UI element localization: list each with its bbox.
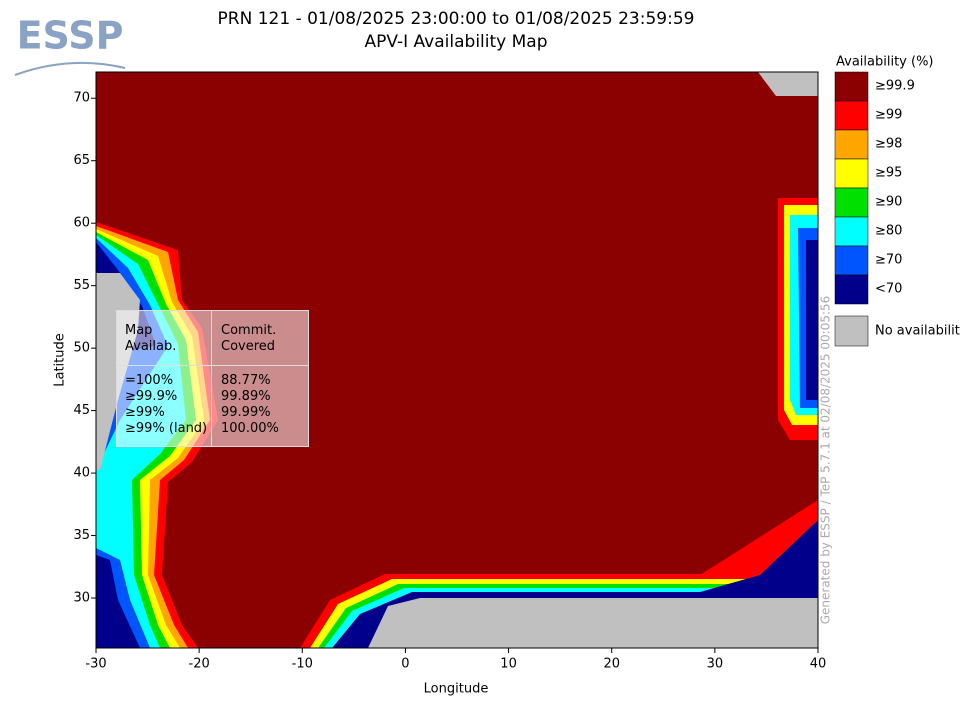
x-tick-label: 0 bbox=[401, 657, 409, 672]
y-tick-label: 55 bbox=[73, 278, 90, 293]
legend-swatch bbox=[834, 274, 869, 305]
subtitle: APV-I Availability Map bbox=[364, 32, 547, 52]
x-tick-label: 20 bbox=[603, 657, 620, 672]
table-cell: 88.77% bbox=[221, 373, 271, 388]
divider bbox=[211, 311, 212, 446]
logo-swoosh bbox=[14, 61, 126, 76]
legend-label: ≥99.9 bbox=[875, 79, 915, 94]
table-cell: ≥99% (land) bbox=[125, 421, 208, 436]
band bbox=[96, 555, 140, 648]
legend-label: ≥98 bbox=[875, 137, 902, 152]
legend-swatch bbox=[834, 100, 869, 131]
legend-label: <70 bbox=[875, 282, 902, 297]
legend-swatch bbox=[834, 71, 869, 102]
legend-label: ≥95 bbox=[875, 166, 902, 181]
y-tick-label: 60 bbox=[73, 216, 90, 231]
table-cell: ≥99% bbox=[125, 405, 165, 420]
legend-swatch bbox=[834, 245, 869, 276]
x-tick-label: -20 bbox=[189, 657, 210, 672]
x-tick-label: -30 bbox=[85, 657, 106, 672]
footer: Generated by ESSP / TeP 5.7.1 at 02/08/2… bbox=[819, 296, 833, 625]
y-tick-label: 30 bbox=[73, 591, 90, 606]
map-frame bbox=[95, 71, 819, 649]
x-tick-label: -10 bbox=[292, 657, 313, 672]
legend-swatch bbox=[834, 129, 869, 160]
legend-label: ≥70 bbox=[875, 253, 902, 268]
y-tick-label: 65 bbox=[73, 153, 90, 168]
legend-label: No availability bbox=[875, 324, 960, 339]
legend-label: ≥90 bbox=[875, 195, 902, 210]
stats-table: Map Availab. Commit. Covered =100% 88.77%… bbox=[116, 310, 309, 447]
x-axis-label: Longitude bbox=[424, 682, 489, 697]
legend: ≥99.9 ≥99 ≥98 ≥95 ≥90 ≥80 ≥70 <70 No availabilit… bbox=[834, 71, 960, 347]
y-tick-label: 40 bbox=[73, 466, 90, 481]
title: PRN 121 - 01/08/2025 23:00:00 to 01/08/2… bbox=[218, 9, 695, 29]
legend-label: ≥80 bbox=[875, 224, 902, 239]
legend-swatch bbox=[834, 158, 869, 189]
table-cell: 99.89% bbox=[221, 389, 271, 404]
logo: ESSP bbox=[17, 14, 124, 58]
x-tick-label: 40 bbox=[810, 657, 827, 672]
legend-label: ≥99 bbox=[875, 108, 902, 123]
table-cell: =100% bbox=[125, 373, 174, 388]
no-data-region bbox=[368, 598, 818, 648]
table-header: Map Availab. bbox=[125, 323, 177, 354]
y-axis-label: Latitude bbox=[53, 333, 68, 387]
legend-swatch bbox=[834, 187, 869, 218]
legend-swatch bbox=[834, 315, 869, 347]
legend-swatch bbox=[834, 216, 869, 247]
y-tick-label: 35 bbox=[73, 528, 90, 543]
no-data-region bbox=[758, 72, 818, 96]
x-tick-label: 30 bbox=[707, 657, 724, 672]
table-cell: ≥99.9% bbox=[125, 389, 178, 404]
x-tick-label: 10 bbox=[500, 657, 517, 672]
legend-title: Availability (%) bbox=[836, 55, 934, 70]
divider bbox=[117, 365, 308, 366]
y-tick-label: 50 bbox=[73, 341, 90, 356]
table-cell: 99.99% bbox=[221, 405, 271, 420]
table-cell: 100.00% bbox=[221, 421, 279, 436]
band bbox=[806, 240, 818, 400]
y-tick-label: 45 bbox=[73, 403, 90, 418]
y-tick-label: 70 bbox=[73, 91, 90, 106]
table-header: Commit. Covered bbox=[221, 323, 277, 354]
